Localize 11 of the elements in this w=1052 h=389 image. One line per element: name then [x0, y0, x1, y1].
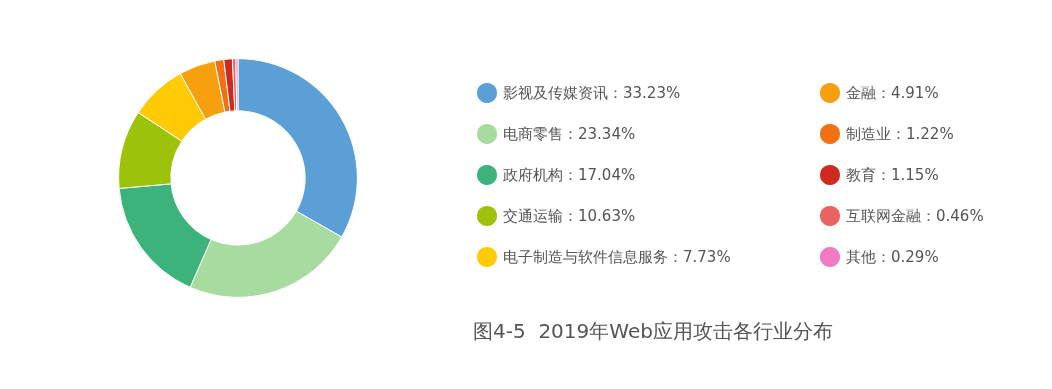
legend-label: 金融：4.91% [846, 84, 939, 102]
legend-label: 互联网金融：0.46% [846, 207, 984, 225]
legend-label: 制造业：1.22% [846, 125, 954, 143]
legend-label: 影视及传媒资讯：33.23% [503, 84, 681, 102]
legend-label: 电商零售：23.34% [503, 125, 636, 143]
text: 图4-5 2019年Web应用攻击各行业分布 [473, 319, 833, 343]
legend-label: 政府机构：17.04% [503, 166, 636, 184]
legend-label: 教育：1.15% [846, 166, 939, 184]
legend-label: 其他：0.29% [846, 248, 939, 266]
legend-label: 电子制造与软件信息服务：7.73% [503, 248, 731, 266]
legend-label: 交通运输：10.63% [503, 207, 636, 225]
